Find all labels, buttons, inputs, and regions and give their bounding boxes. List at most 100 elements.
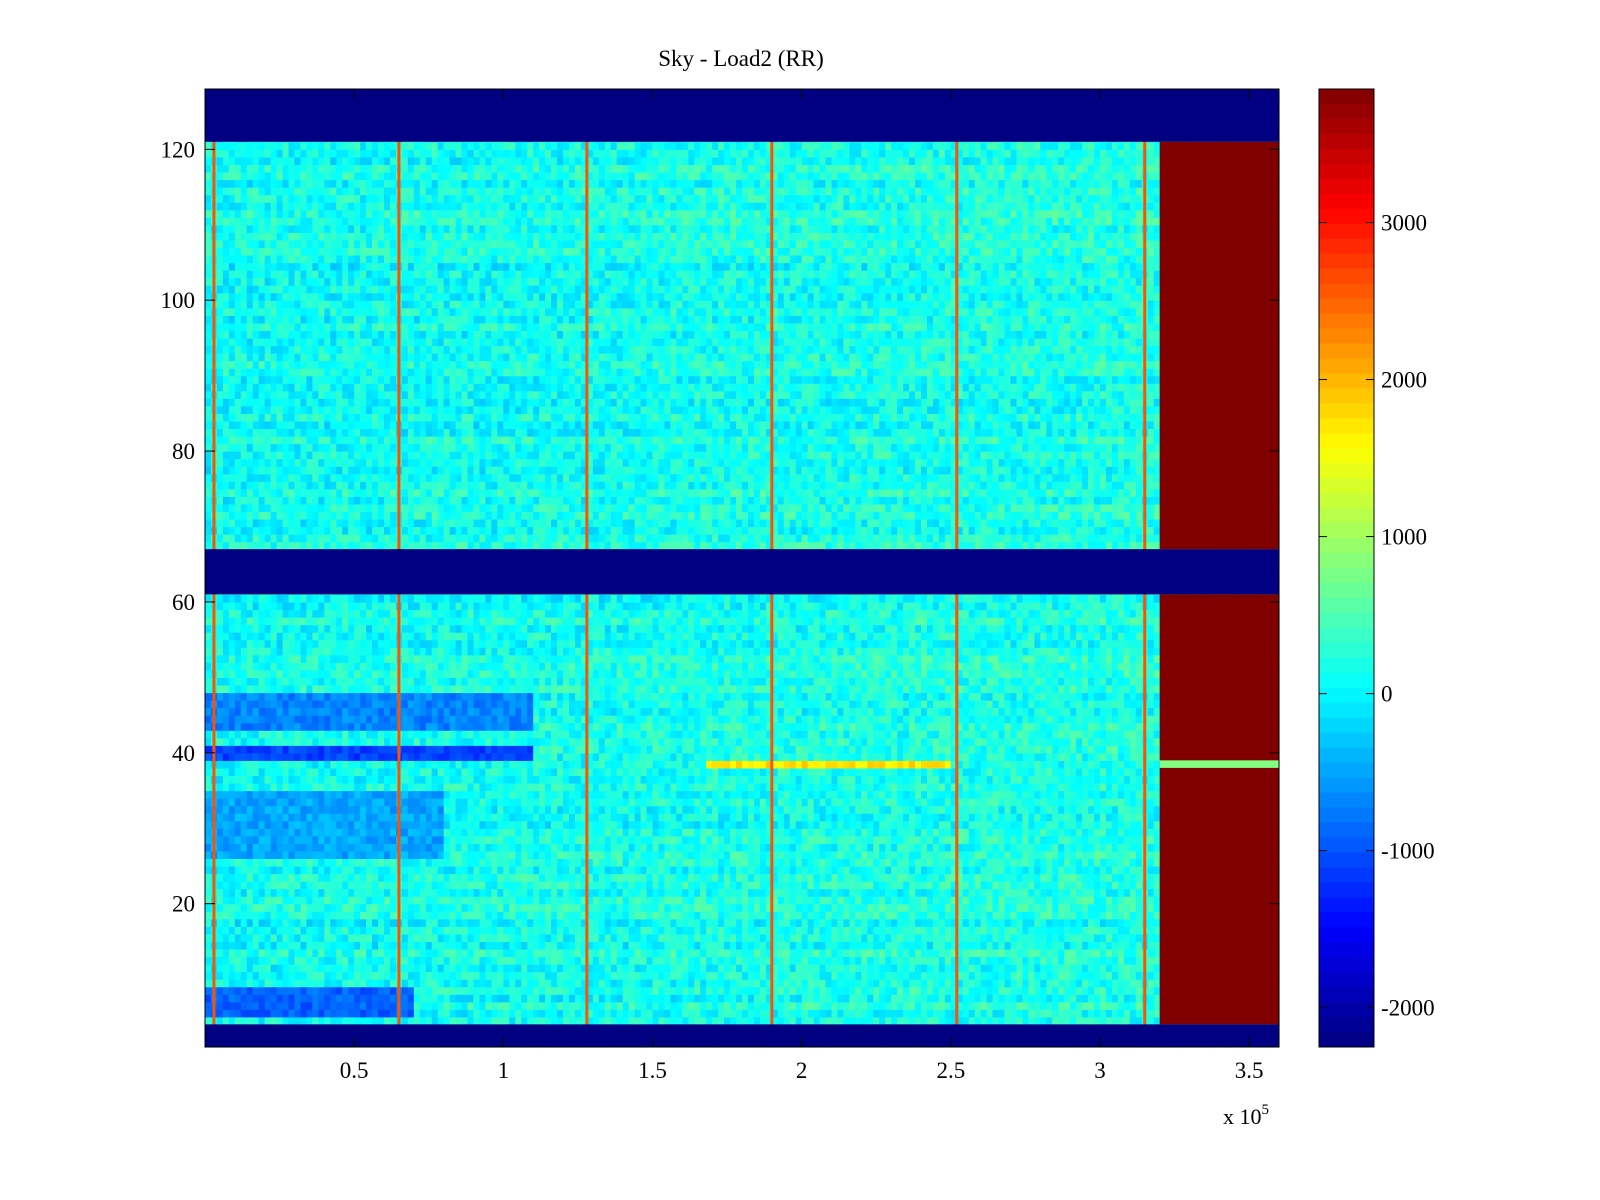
heatmap-cell [897, 850, 904, 860]
heatmap-cell [801, 918, 809, 927]
heatmap-cell [747, 888, 755, 897]
heatmap-cell [497, 1009, 504, 1018]
heatmap-cell [1129, 843, 1137, 852]
heatmap-cell [515, 979, 522, 988]
heatmap-cell [324, 994, 331, 1003]
heatmap-cell [449, 941, 457, 950]
heatmap-cell [228, 835, 236, 844]
heatmap-cell [1016, 941, 1024, 950]
heatmap-cell [658, 903, 666, 912]
heatmap-cell [1058, 850, 1065, 860]
heatmap-cell [1076, 911, 1083, 920]
heatmap-cell [694, 1009, 701, 1018]
heatmap-cell [1016, 994, 1024, 1003]
heatmap-cell [932, 888, 940, 897]
heatmap-cell [962, 903, 970, 912]
heatmap-cell [1022, 865, 1029, 875]
heatmap-cell [384, 948, 391, 958]
heatmap-cell [1064, 933, 1071, 942]
heatmap-cell [1010, 926, 1018, 935]
heatmap-cell [1082, 918, 1089, 927]
heatmap-cell [461, 1009, 469, 1018]
heatmap-cell [425, 858, 433, 867]
heatmap-cell [730, 956, 737, 965]
heatmap-cell [348, 933, 355, 942]
heatmap-cell [724, 850, 731, 860]
heatmap-cell [258, 933, 266, 942]
heatmap-cell [574, 865, 582, 875]
heatmap-cell [938, 850, 946, 860]
heatmap-cell [533, 948, 540, 958]
heatmap-cell [1105, 1009, 1113, 1018]
heatmap-cell [282, 971, 290, 980]
heatmap-cell [664, 903, 671, 912]
heatmap-cell [664, 1009, 671, 1018]
heatmap-cell [1088, 911, 1095, 920]
heatmap-cell [640, 835, 648, 844]
heatmap-cell [700, 956, 707, 965]
heatmap-cell [950, 1009, 958, 1018]
heatmap-cell [1022, 971, 1029, 980]
heatmap-cell [885, 986, 892, 995]
heatmap-cell [431, 986, 439, 995]
heatmap-cell [1082, 896, 1089, 905]
heatmap-cell [479, 971, 487, 980]
heatmap-cell [443, 873, 451, 882]
heatmap-cell [246, 948, 254, 958]
heatmap-cell [1010, 933, 1018, 942]
heatmap-cell [497, 881, 504, 890]
heatmap-cell [443, 903, 451, 912]
heatmap-cell [592, 843, 600, 852]
heatmap-cell [807, 971, 815, 980]
heatmap-cell [1022, 941, 1029, 950]
heatmap-cell [336, 964, 343, 973]
heatmap-cell [580, 903, 588, 912]
heatmap-cell [222, 918, 230, 927]
heatmap-cell [580, 926, 588, 935]
heatmap-cell [491, 964, 498, 973]
heatmap-cell [324, 971, 331, 980]
heatmap-cell [527, 941, 534, 950]
heatmap-cell [849, 873, 856, 882]
heatmap-cell [622, 903, 630, 912]
heatmap-cell [467, 888, 475, 897]
heatmap-cell [521, 1016, 528, 1025]
heatmap-cell [360, 941, 367, 950]
heatmap-cell [1105, 948, 1113, 958]
heatmap-cell [736, 1009, 743, 1018]
heatmap-cell [360, 881, 367, 890]
heatmap-cell [348, 971, 355, 980]
heatmap-cell [1052, 843, 1059, 852]
heatmap-cell [986, 835, 994, 844]
heatmap-cell [461, 888, 469, 897]
heatmap-cell [1088, 1009, 1095, 1018]
heatmap-cell [742, 979, 749, 988]
heatmap-cell [1135, 903, 1143, 912]
heatmap-cell [389, 926, 397, 935]
heatmap-cell [962, 1009, 970, 1018]
heatmap-cell [479, 835, 487, 844]
heatmap-cell [980, 948, 988, 958]
heatmap-cell [509, 911, 516, 920]
heatmap-cell [825, 1009, 833, 1018]
heatmap-cell [807, 835, 815, 844]
heatmap-cell [807, 948, 815, 958]
heatmap-cell [670, 865, 677, 875]
heatmap-cell [264, 926, 272, 935]
heatmap-cell [437, 1009, 445, 1018]
heatmap-cell [288, 986, 296, 995]
heatmap-cell [783, 994, 791, 1003]
heatmap-cell [891, 843, 898, 852]
heatmap-cell [1153, 1009, 1161, 1018]
heatmap-cell [855, 964, 862, 973]
heatmap-cell [240, 1009, 248, 1018]
heatmap-cell [527, 865, 534, 875]
heatmap-cell [300, 948, 308, 958]
heatmap-cell [759, 873, 767, 882]
heatmap-cell [688, 964, 695, 973]
heatmap-cell [551, 873, 558, 882]
heatmap-cell [1070, 865, 1077, 875]
heatmap-cell [962, 843, 970, 852]
heatmap-cell [1016, 979, 1024, 988]
heatmap-cell [1016, 843, 1024, 852]
